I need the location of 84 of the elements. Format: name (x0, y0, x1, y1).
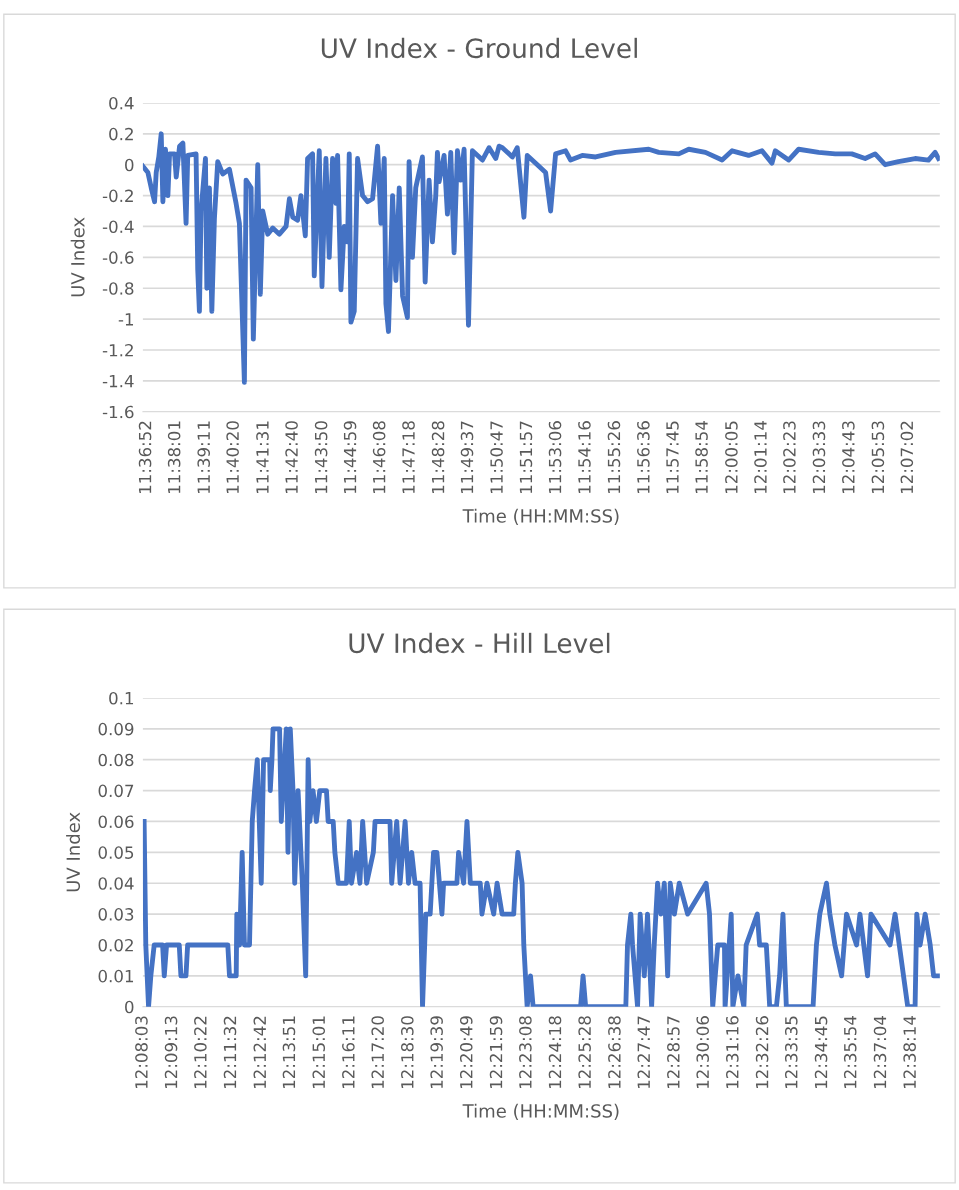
y-axis-title: UV Index (66, 812, 81, 892)
x-tick-label: 12:31:16 (726, 1016, 739, 1089)
x-tick-label: 12:23:08 (519, 1016, 532, 1089)
y-tick-label: -1.4 (102, 375, 134, 388)
x-tick-label: 11:36:52 (138, 421, 152, 494)
x-tick-label: 12:12:42 (253, 1016, 266, 1089)
x-tick-label: 11:39:11 (197, 421, 210, 494)
y-tick-label: -0.8 (102, 282, 134, 295)
x-tick-label: 12:03:33 (812, 421, 826, 494)
x-tick-label: 12:19:39 (430, 1016, 443, 1089)
x-tick-label: 12:34:45 (814, 1016, 828, 1089)
y-tick-label: 0.03 (98, 908, 134, 921)
y-tick-label: -0.2 (102, 189, 133, 203)
x-tick-label: 12:02:23 (783, 421, 796, 494)
x-tick-label: 12:09:13 (164, 1016, 178, 1089)
x-axis-title: Time (HH:MM:SS) (462, 508, 619, 525)
x-tick-label: 12:01:14 (754, 421, 767, 494)
x-tick-label: 12:17:20 (371, 1016, 384, 1089)
x-tick-label: 12:24:18 (548, 1016, 562, 1089)
x-tick-label: 11:54:16 (578, 421, 591, 494)
y-tick-label: -0.4 (102, 220, 134, 234)
y-tick-label: -1.6 (102, 405, 134, 419)
x-tick-label: 11:38:01 (167, 421, 181, 494)
line-series (142, 131, 940, 385)
x-tick-label: 12:26:38 (608, 1016, 621, 1089)
y-tick-label: 0.1 (109, 691, 134, 705)
x-tick-label: 11:50:47 (490, 421, 503, 494)
y-tick-label: 0.05 (98, 846, 134, 859)
x-tick-label: 11:41:31 (256, 421, 269, 494)
x-tick-label: 12:13:51 (282, 1016, 296, 1089)
line-series (142, 726, 940, 1007)
x-tick-label: 11:58:54 (695, 421, 708, 494)
y-tick-label: 0.07 (98, 784, 134, 798)
x-tick-label: 11:53:06 (548, 421, 562, 494)
y-tick-label: -0.6 (102, 251, 134, 264)
x-tick-label: 11:49:37 (460, 421, 474, 494)
x-tick-label: 11:57:45 (666, 421, 679, 494)
chart-title: UV Index - Ground Level (321, 37, 637, 59)
x-tick-label: 12:21:59 (489, 1016, 503, 1089)
x-tick-label: 12:15:01 (312, 1016, 326, 1089)
x-tick-label: 12:35:54 (843, 1016, 857, 1089)
x-tick-label: 11:48:28 (431, 421, 445, 494)
y-tick-label: -1.2 (102, 343, 133, 357)
x-axis-title: Time (HH:MM:SS) (462, 1103, 619, 1120)
y-tick-label: 0.01 (98, 969, 134, 983)
x-tick-label: 12:08:03 (135, 1016, 148, 1089)
chart-title: UV Index - Hill Level (349, 632, 610, 654)
x-tick-label: 12:18:30 (401, 1016, 414, 1089)
x-tick-label: 12:11:32 (223, 1016, 237, 1089)
x-tick-label: 11:44:59 (343, 421, 357, 494)
x-tick-label: 11:55:26 (607, 421, 621, 494)
x-tick-label: 12:27:47 (637, 1016, 650, 1089)
x-tick-label: 12:16:11 (342, 1016, 355, 1089)
x-tick-label: 12:04:43 (842, 421, 855, 494)
y-axis-title: UV Index (70, 217, 85, 297)
x-tick-label: 11:47:18 (402, 421, 415, 494)
y-tick-label: 0.4 (109, 96, 134, 110)
x-tick-label: 11:42:40 (285, 421, 298, 494)
x-tick-label: 11:56:36 (637, 421, 650, 494)
x-tick-label: 12:25:28 (578, 1016, 591, 1089)
x-tick-label: 12:33:35 (784, 1016, 798, 1089)
x-tick-label: 11:40:20 (226, 421, 239, 494)
x-tick-label: 12:30:06 (696, 1016, 709, 1089)
x-tick-label: 12:28:57 (667, 1016, 680, 1089)
y-tick-label: 0 (125, 158, 134, 172)
x-tick-label: 12:05:53 (871, 421, 885, 494)
x-tick-label: 11:46:08 (372, 421, 386, 494)
y-tick-label: 0.04 (98, 877, 134, 890)
x-tick-label: 11:43:50 (314, 421, 328, 494)
y-tick-label: -1 (118, 313, 134, 326)
y-tick-label: 0.06 (98, 815, 134, 829)
x-tick-label: 12:20:49 (459, 1016, 473, 1089)
x-tick-label: 12:32:26 (755, 1016, 769, 1089)
x-tick-label: 12:00:05 (725, 421, 738, 494)
x-tick-label: 11:51:57 (519, 421, 533, 494)
x-tick-label: 12:37:04 (873, 1016, 887, 1089)
y-tick-label: 0.08 (98, 753, 134, 767)
x-tick-label: 12:10:22 (194, 1016, 207, 1089)
x-tick-label: 12:38:14 (903, 1016, 916, 1089)
x-tick-label: 12:07:02 (900, 421, 914, 494)
y-tick-label: 0 (125, 1000, 134, 1014)
y-tick-label: 0.02 (98, 938, 133, 952)
y-tick-label: 0.2 (109, 127, 133, 141)
y-tick-label: 0.09 (98, 722, 134, 736)
